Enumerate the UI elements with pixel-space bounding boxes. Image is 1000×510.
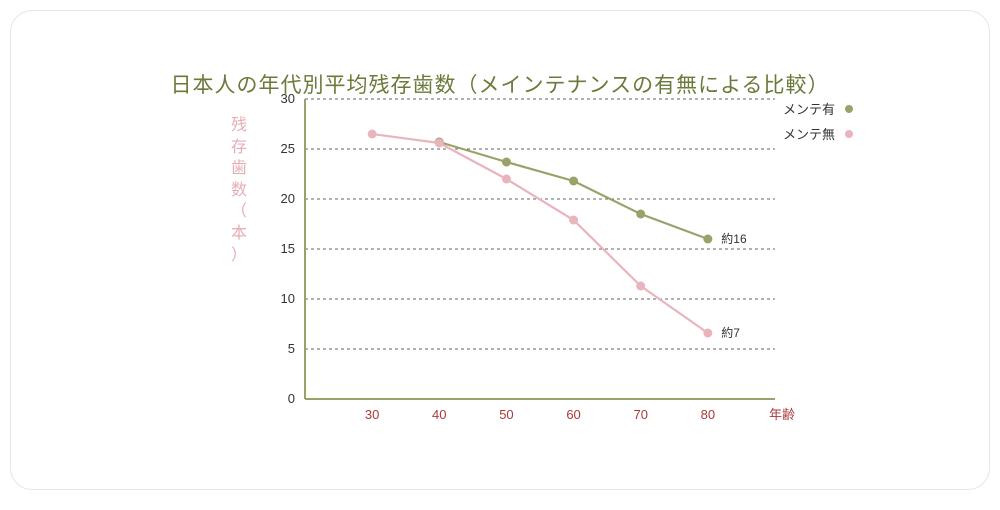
svg-text:30: 30 [365,407,379,422]
svg-text:約7: 約7 [721,325,740,340]
svg-text:25: 25 [281,141,295,156]
legend-item: メンテ無 [783,124,853,143]
svg-text:60: 60 [566,407,580,422]
card: 日本人の年代別平均残存歯数（メインテナンスの有無による比較） 残存歯数（本） 0… [10,10,990,490]
svg-text:10: 10 [281,291,295,306]
svg-text:80: 80 [701,407,715,422]
chart-svg: 0 5 10 15 20 25 30 30 40 50 60 70 80 年齢 約16 約7 [269,89,795,435]
y-axis-label: 残存歯数（本） [229,115,249,266]
legend-item: メンテ有 [783,99,853,118]
svg-text:15: 15 [281,241,295,256]
legend-label-0: メンテ有 [783,99,835,118]
chart: 0 5 10 15 20 25 30 30 40 50 60 70 80 年齢 約16 約7 [269,89,795,440]
svg-text:0: 0 [288,391,295,406]
svg-text:約16: 約16 [721,231,747,246]
svg-text:30: 30 [281,91,295,106]
svg-text:20: 20 [281,191,295,206]
legend: メンテ有 メンテ無 [783,99,853,149]
legend-dot-1 [845,130,853,138]
svg-text:5: 5 [288,341,295,356]
svg-text:70: 70 [633,407,647,422]
svg-text:年齢: 年齢 [769,407,795,422]
svg-text:50: 50 [499,407,513,422]
legend-dot-0 [845,105,853,113]
svg-text:40: 40 [432,407,446,422]
legend-label-1: メンテ無 [783,124,835,143]
